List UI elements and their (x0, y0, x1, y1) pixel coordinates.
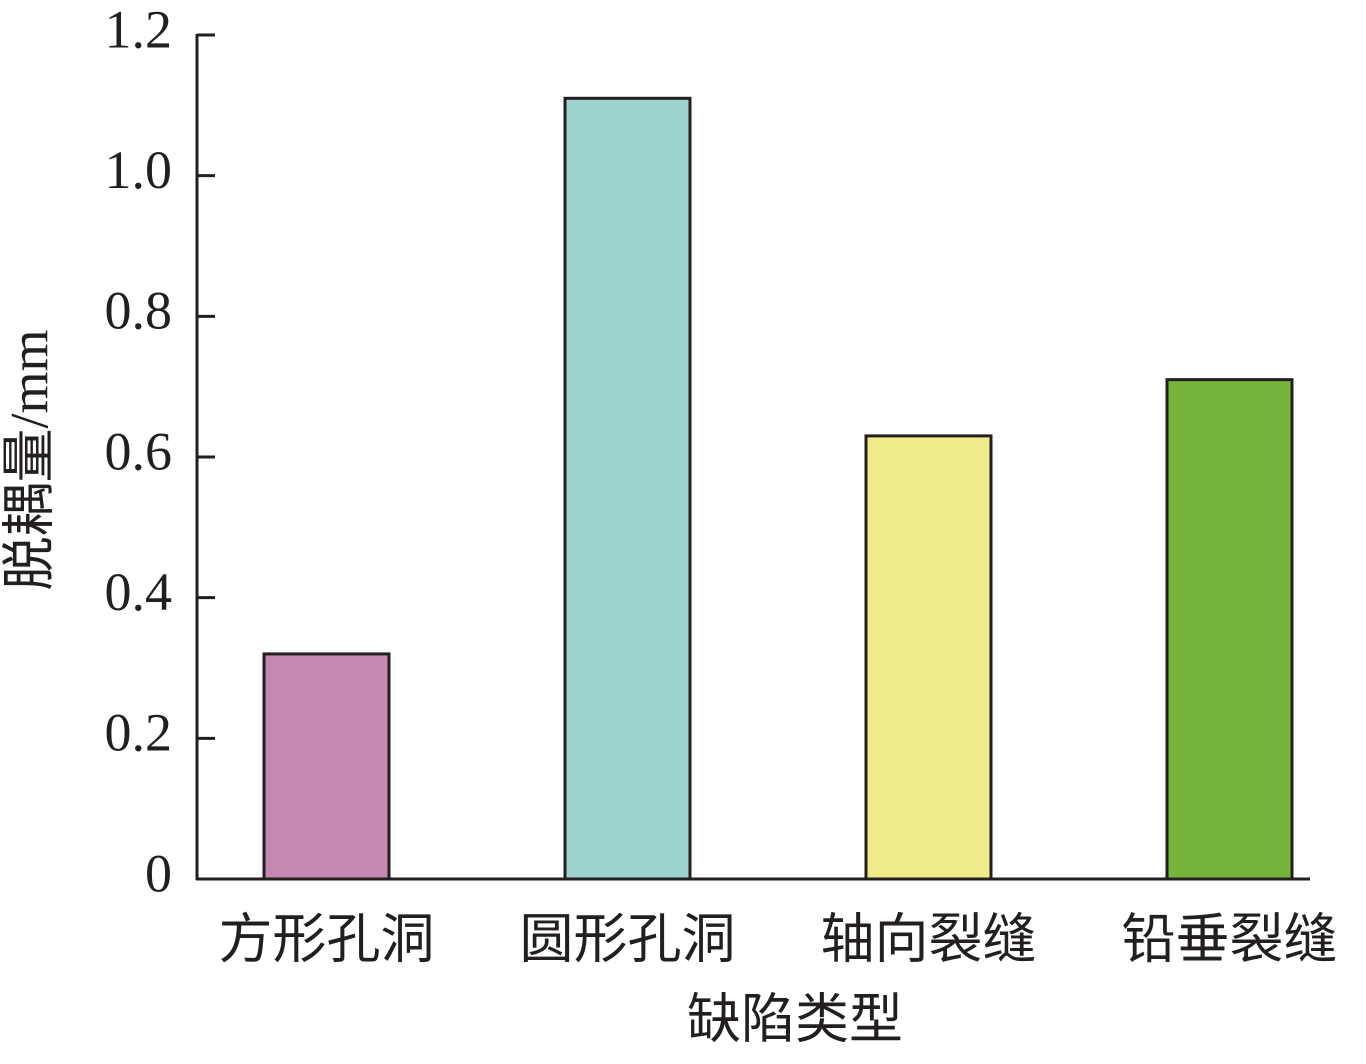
bar (864, 434, 993, 881)
bar (1165, 378, 1294, 881)
y-tick-label: 0 (145, 843, 172, 903)
x-tick-label: 铅垂裂缝 (1122, 909, 1338, 969)
bar (262, 652, 391, 881)
y-tick-label: 0.6 (105, 421, 173, 481)
bar (563, 96, 692, 881)
x-axis-label: 缺陷类型 (687, 989, 903, 1049)
y-tick-label: 0.4 (105, 562, 173, 622)
y-tick-label: 1.2 (105, 0, 173, 59)
x-tick-label: 方形孔洞 (219, 909, 435, 969)
x-tick-label: 圆形孔洞 (520, 909, 736, 969)
y-tick-label: 0.2 (105, 703, 173, 763)
y-tick-label: 1.0 (105, 140, 173, 200)
y-tick-label: 0.8 (105, 281, 173, 341)
x-tick-label: 轴向裂缝 (821, 909, 1037, 969)
y-axis-label: 脱耦量/mm (0, 329, 59, 590)
